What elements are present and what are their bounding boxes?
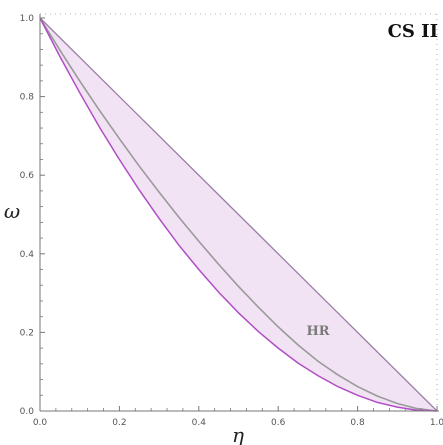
x-tick-label: 0.6 <box>271 418 286 428</box>
curve-layer <box>39 17 438 412</box>
upper-bound-line <box>39 17 438 412</box>
y-tick-label: 0.0 <box>20 407 35 417</box>
panel-label: CS II <box>388 21 438 42</box>
y-tick-label: 0.6 <box>20 171 35 181</box>
x-tick-label: 1.0 <box>430 418 443 428</box>
hr-curve-label: HR <box>306 324 329 339</box>
hr-curve-line <box>39 17 438 412</box>
x-tick-label: 0.0 <box>33 418 48 428</box>
y-axis-label: ω <box>4 199 20 223</box>
axis-layer <box>39 13 439 412</box>
x-tick-label: 0.4 <box>192 418 207 428</box>
x-axis-label: η <box>232 423 244 445</box>
y-tick-label: 0.8 <box>20 93 35 103</box>
x-tick-label: 0.8 <box>350 418 365 428</box>
y-tick-label: 1.0 <box>20 14 35 24</box>
y-tick-label: 0.4 <box>20 250 35 260</box>
tick-label-layer: 0.0 0.2 0.4 0.6 0.8 1.0 0.0 0.2 0.4 0.6 0.8 1.0 <box>20 14 443 428</box>
y-tick-label: 0.2 <box>20 328 34 338</box>
lower-bound-line <box>39 17 438 412</box>
x-tick-label: 0.2 <box>112 418 126 428</box>
